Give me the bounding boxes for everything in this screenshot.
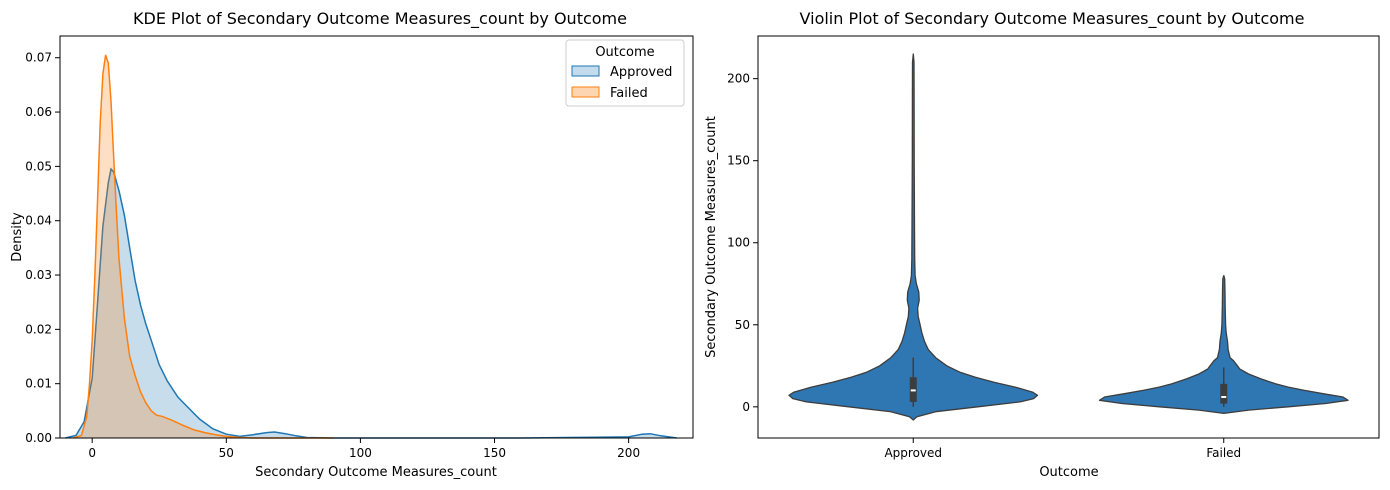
kde-density-curves	[65, 54, 678, 439]
violin-failed	[1098, 274, 1349, 415]
violin-y-axis-label: Secondary Outcome Measures_count	[704, 116, 719, 358]
x-tick-label-approved: Approved	[884, 446, 942, 460]
y-tick-label-4: 0.04	[25, 214, 52, 228]
kde-legend: Outcome Approved Failed	[565, 39, 685, 107]
x-tick-label-0: 0	[88, 446, 96, 460]
kde-y-axis-ticks: 0.00 0.01 0.02 0.03 0.04 0.05 0.06 0.07	[25, 51, 60, 445]
violin-plot-frame	[757, 35, 1380, 439]
legend-swatch-failed	[571, 86, 600, 98]
kde-x-axis-ticks: 0 50 100 150 200	[88, 438, 640, 460]
y-tick-label-2: 0.02	[25, 322, 52, 336]
x-tick-label-50: 50	[219, 446, 234, 460]
x-tick-label-150: 150	[483, 446, 506, 460]
kde-plot-frame	[59, 35, 694, 439]
violin-iqr-box-failed	[1220, 383, 1228, 404]
kde-plot-title: KDE Plot of Secondary Outcome Measures_c…	[133, 9, 627, 29]
y-tick-label-0: 0.00	[25, 431, 52, 445]
y-tick-label-200: 200	[727, 72, 750, 86]
y-tick-label-5: 0.05	[25, 159, 52, 173]
y-tick-label-6: 0.06	[25, 105, 52, 119]
legend-label-approved: Approved	[610, 65, 672, 80]
y-tick-label-7: 0.07	[25, 51, 52, 65]
y-tick-label-3: 0.03	[25, 268, 52, 282]
violin-plot-panel: Violin Plot of Secondary Outcome Measure…	[704, 9, 1380, 480]
kde-area-failed	[73, 55, 334, 438]
violin-x-axis-label: Outcome	[1039, 465, 1098, 480]
y-tick-label-50: 50	[735, 318, 750, 332]
violin-approved	[788, 53, 1039, 421]
y-tick-label-1: 0.01	[25, 377, 52, 391]
legend-label-failed: Failed	[610, 86, 648, 101]
violin-x-axis-ticks: Approved Failed	[884, 438, 1241, 460]
legend-title: Outcome	[595, 45, 654, 60]
x-tick-label-100: 100	[349, 446, 372, 460]
violin-y-axis-ticks: 0 50 100 150 200	[727, 72, 758, 414]
violin-plot-title: Violin Plot of Secondary Outcome Measure…	[800, 9, 1305, 29]
kde-x-axis-label: Secondary Outcome Measures_count	[255, 465, 497, 480]
x-tick-label-200: 200	[617, 446, 640, 460]
y-tick-label-100: 100	[727, 236, 750, 250]
violin-shapes	[788, 53, 1349, 421]
x-tick-label-failed: Failed	[1206, 446, 1241, 460]
kde-plot-panel: KDE Plot of Secondary Outcome Measures_c…	[10, 9, 694, 480]
kde-y-axis-label: Density	[10, 212, 25, 262]
y-tick-label-150: 150	[727, 154, 750, 168]
legend-swatch-approved	[571, 65, 600, 77]
kde-area-approved	[65, 169, 677, 438]
y-tick-label-0: 0	[742, 400, 750, 414]
kde-line-failed	[73, 54, 334, 439]
